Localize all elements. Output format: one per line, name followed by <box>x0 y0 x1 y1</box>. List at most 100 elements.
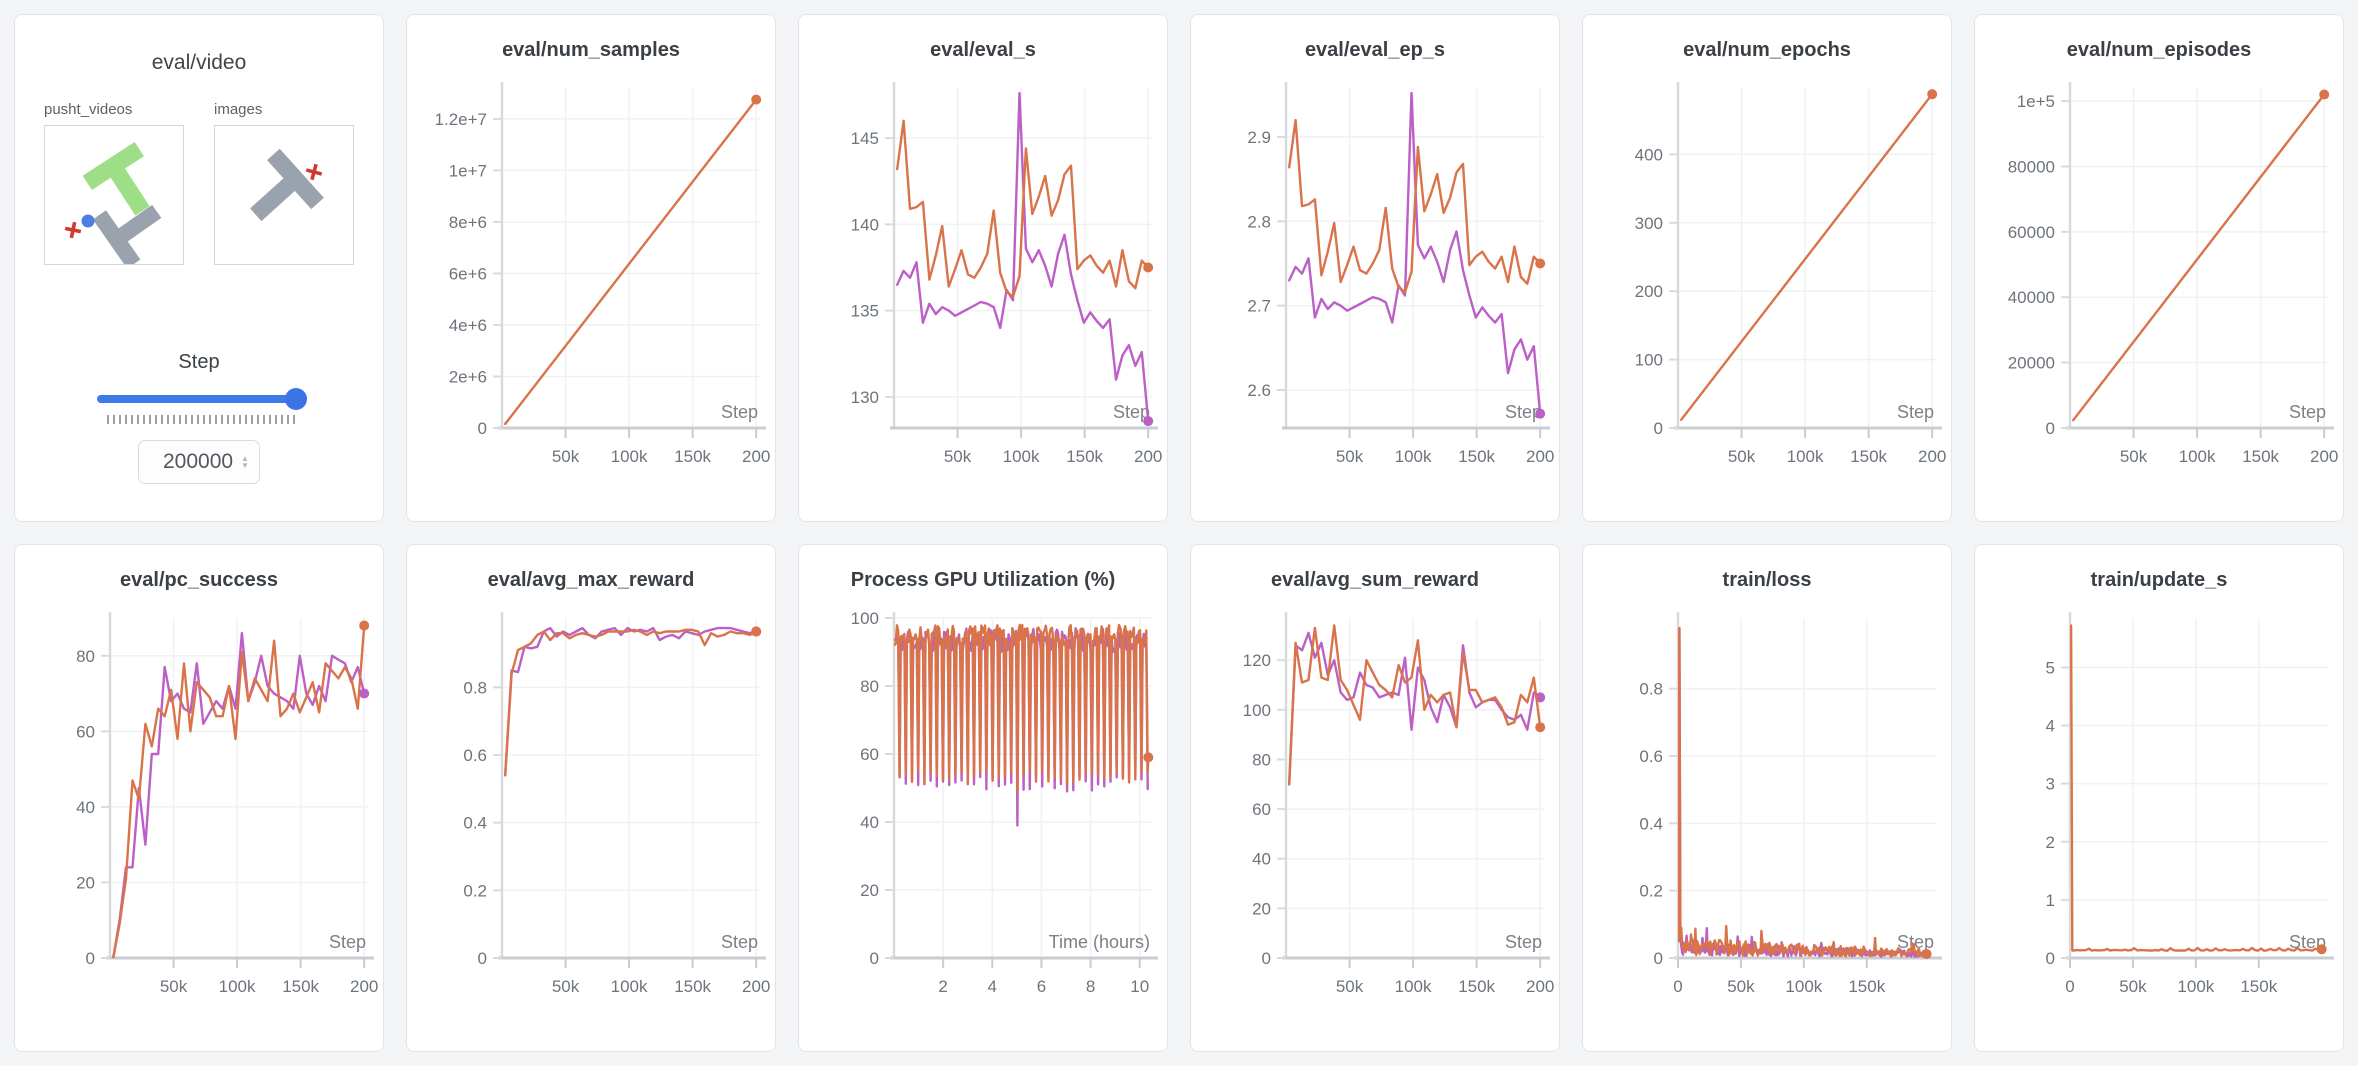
series-run-magenta-line <box>1678 626 1926 958</box>
series-run-orange-line <box>1678 626 1928 958</box>
svg-text:0: 0 <box>478 949 487 968</box>
chart-train_update_s-plot[interactable]: 0 1 2 3 4 5 0 50k 100k 150k Step <box>1975 602 2344 1032</box>
svg-text:200: 200 <box>1918 447 1946 466</box>
chart-num_epochs-xlabel: Step <box>1897 402 1934 422</box>
media-thumbnail-images[interactable] <box>214 125 354 265</box>
chart-num_epochs-plot[interactable]: 0 100 200 300 400 50k 100k 150k 200 Step <box>1583 72 1952 502</box>
svg-text:50k: 50k <box>1728 447 1756 466</box>
chart-avg_sum_reward-plot[interactable]: 0 20 40 60 80 100 120 50k 100k 150k 200 Step <box>1191 602 1560 1032</box>
svg-text:0.6: 0.6 <box>463 746 487 765</box>
series-run-magenta-endpoint-dot <box>1143 416 1154 427</box>
step-slider-section: Step ▲▼ <box>15 351 383 484</box>
chart-avg_max_reward-plot[interactable]: 0 0.2 0.4 0.6 0.8 50k 100k 150k 200 Step <box>407 602 776 1032</box>
svg-text:100k: 100k <box>1395 447 1432 466</box>
svg-text:50k: 50k <box>1336 447 1364 466</box>
svg-text:20: 20 <box>1252 899 1271 918</box>
svg-text:4: 4 <box>988 977 997 996</box>
step-input-box: ▲▼ <box>138 440 260 484</box>
chart-title-train_loss: train/loss <box>1722 569 1812 591</box>
series-run-magenta-line <box>1288 91 1542 415</box>
chart-eval_s-xlabel: Step <box>1113 402 1150 422</box>
chart-title-eval_ep_s: eval/eval_ep_s <box>1304 39 1446 61</box>
svg-text:0.4: 0.4 <box>1639 814 1663 833</box>
svg-text:0.8: 0.8 <box>463 678 487 697</box>
svg-text:150k: 150k <box>282 977 319 996</box>
svg-text:40: 40 <box>860 813 879 832</box>
svg-text:100: 100 <box>851 609 879 628</box>
step-input[interactable] <box>157 449 240 475</box>
pusht-gray-tee-shape <box>92 204 162 269</box>
svg-text:50k: 50k <box>2119 977 2147 996</box>
svg-text:0.6: 0.6 <box>1639 747 1663 766</box>
chart-pc_success-plot[interactable]: 0 20 40 60 80 50k 100k 150k 200 Step <box>15 602 384 1032</box>
chart-num_samples-plot[interactable]: 0 2e+6 4e+6 6e+6 8e+6 1e+7 1.2e+7 50k 100k 150k 20… <box>407 72 776 502</box>
svg-text:50k: 50k <box>160 977 188 996</box>
svg-text:20: 20 <box>860 881 879 900</box>
svg-text:100k: 100k <box>1395 977 1432 996</box>
step-slider-label: Step <box>178 351 220 373</box>
svg-text:2: 2 <box>2046 833 2055 852</box>
media-thumbnails: pusht_videos <box>15 101 383 269</box>
svg-text:0: 0 <box>870 949 879 968</box>
series-run-orange-endpoint-dot <box>1535 258 1546 269</box>
step-slider[interactable] <box>97 388 307 410</box>
images-frame <box>250 148 324 222</box>
svg-text:0.8: 0.8 <box>1639 680 1663 699</box>
svg-text:0.4: 0.4 <box>463 814 487 833</box>
series-run-orange-endpoint-dot <box>1143 262 1154 273</box>
chart-panel-eval_s: eval/eval_s 130 135 140 145 50k 100k 150k 200 Ste… <box>798 14 1168 522</box>
svg-text:0.2: 0.2 <box>1639 882 1663 901</box>
chart-gpu-plot[interactable]: 0 20 40 60 80 100 2 4 6 8 10 Time (hours) <box>799 602 1168 1032</box>
svg-text:2.6: 2.6 <box>1247 381 1271 400</box>
chart-title-num_episodes: eval/num_episodes <box>2066 39 2252 61</box>
svg-text:80: 80 <box>860 677 879 696</box>
svg-text:150k: 150k <box>2242 447 2279 466</box>
step-slider-track[interactable] <box>97 395 301 403</box>
pusht-agent-dot <box>81 214 95 228</box>
svg-text:100k: 100k <box>611 977 648 996</box>
svg-text:1e+5: 1e+5 <box>2017 92 2055 111</box>
step-stepper-icon[interactable]: ▲ ▼ <box>241 454 249 470</box>
svg-text:50k: 50k <box>1727 977 1755 996</box>
svg-text:150k: 150k <box>674 447 711 466</box>
svg-text:2.7: 2.7 <box>1247 297 1271 316</box>
svg-text:100: 100 <box>1243 701 1271 720</box>
media-panel-title: eval/video <box>151 51 247 74</box>
svg-text:1.2e+7: 1.2e+7 <box>435 110 487 129</box>
chart-train_loss-plot[interactable]: 0 0.2 0.4 0.6 0.8 0 50k 100k 150k Step <box>1583 602 1952 1032</box>
svg-text:10: 10 <box>1130 977 1149 996</box>
svg-text:150k: 150k <box>1458 447 1495 466</box>
images-target-cross <box>305 163 323 181</box>
svg-text:200: 200 <box>1635 282 1663 301</box>
svg-text:145: 145 <box>851 129 879 148</box>
series-run-magenta-line <box>896 92 1150 423</box>
chart-eval_ep_s-plot[interactable]: 2.6 2.7 2.8 2.9 50k 100k 150k 200 Step <box>1191 72 1560 502</box>
chart-panel-avg_max_reward: eval/avg_max_reward 0 0.2 0.4 0.6 0.8 50k 100k 1… <box>406 544 776 1052</box>
svg-text:50k: 50k <box>1336 977 1364 996</box>
chart-title-gpu: Process GPU Utilization (%) <box>850 569 1116 591</box>
svg-text:100k: 100k <box>2177 977 2214 996</box>
series-run-magenta-endpoint-dot <box>1535 408 1546 419</box>
chart-avg_max_reward-xlabel: Step <box>721 932 758 952</box>
chart-panel-train_update_s: train/update_s 0 1 2 3 4 5 0 50k 100k 150k Step <box>1974 544 2344 1052</box>
svg-text:100k: 100k <box>219 977 256 996</box>
series-run-orange-endpoint-dot <box>751 94 762 105</box>
svg-text:0: 0 <box>2046 419 2055 438</box>
svg-text:130: 130 <box>851 388 879 407</box>
chart-eval_s-plot[interactable]: 130 135 140 145 50k 100k 150k 200 Step <box>799 72 1168 502</box>
svg-text:200: 200 <box>350 977 378 996</box>
svg-text:40: 40 <box>76 798 95 817</box>
chart-gpu-xlabel: Time (hours) <box>1049 932 1150 952</box>
svg-text:0: 0 <box>2065 977 2074 996</box>
chart-panel-avg_sum_reward: eval/avg_sum_reward 0 20 40 60 80 100 120 50k 100… <box>1190 544 1560 1052</box>
svg-text:100k: 100k <box>1787 447 1824 466</box>
chart-num_episodes-plot[interactable]: 0 20000 40000 60000 80000 1e+5 50k 100k 150k 200 S… <box>1975 72 2344 502</box>
series-run-orange-line <box>894 623 1150 793</box>
svg-text:40: 40 <box>1252 850 1271 869</box>
step-slider-handle[interactable] <box>285 388 307 410</box>
media-item-pusht-videos: pusht_videos <box>44 101 184 269</box>
svg-text:150k: 150k <box>1850 447 1887 466</box>
series-run-orange-endpoint-dot <box>359 620 370 631</box>
svg-text:0: 0 <box>478 419 487 438</box>
media-thumbnail-pusht-videos[interactable] <box>44 125 184 269</box>
